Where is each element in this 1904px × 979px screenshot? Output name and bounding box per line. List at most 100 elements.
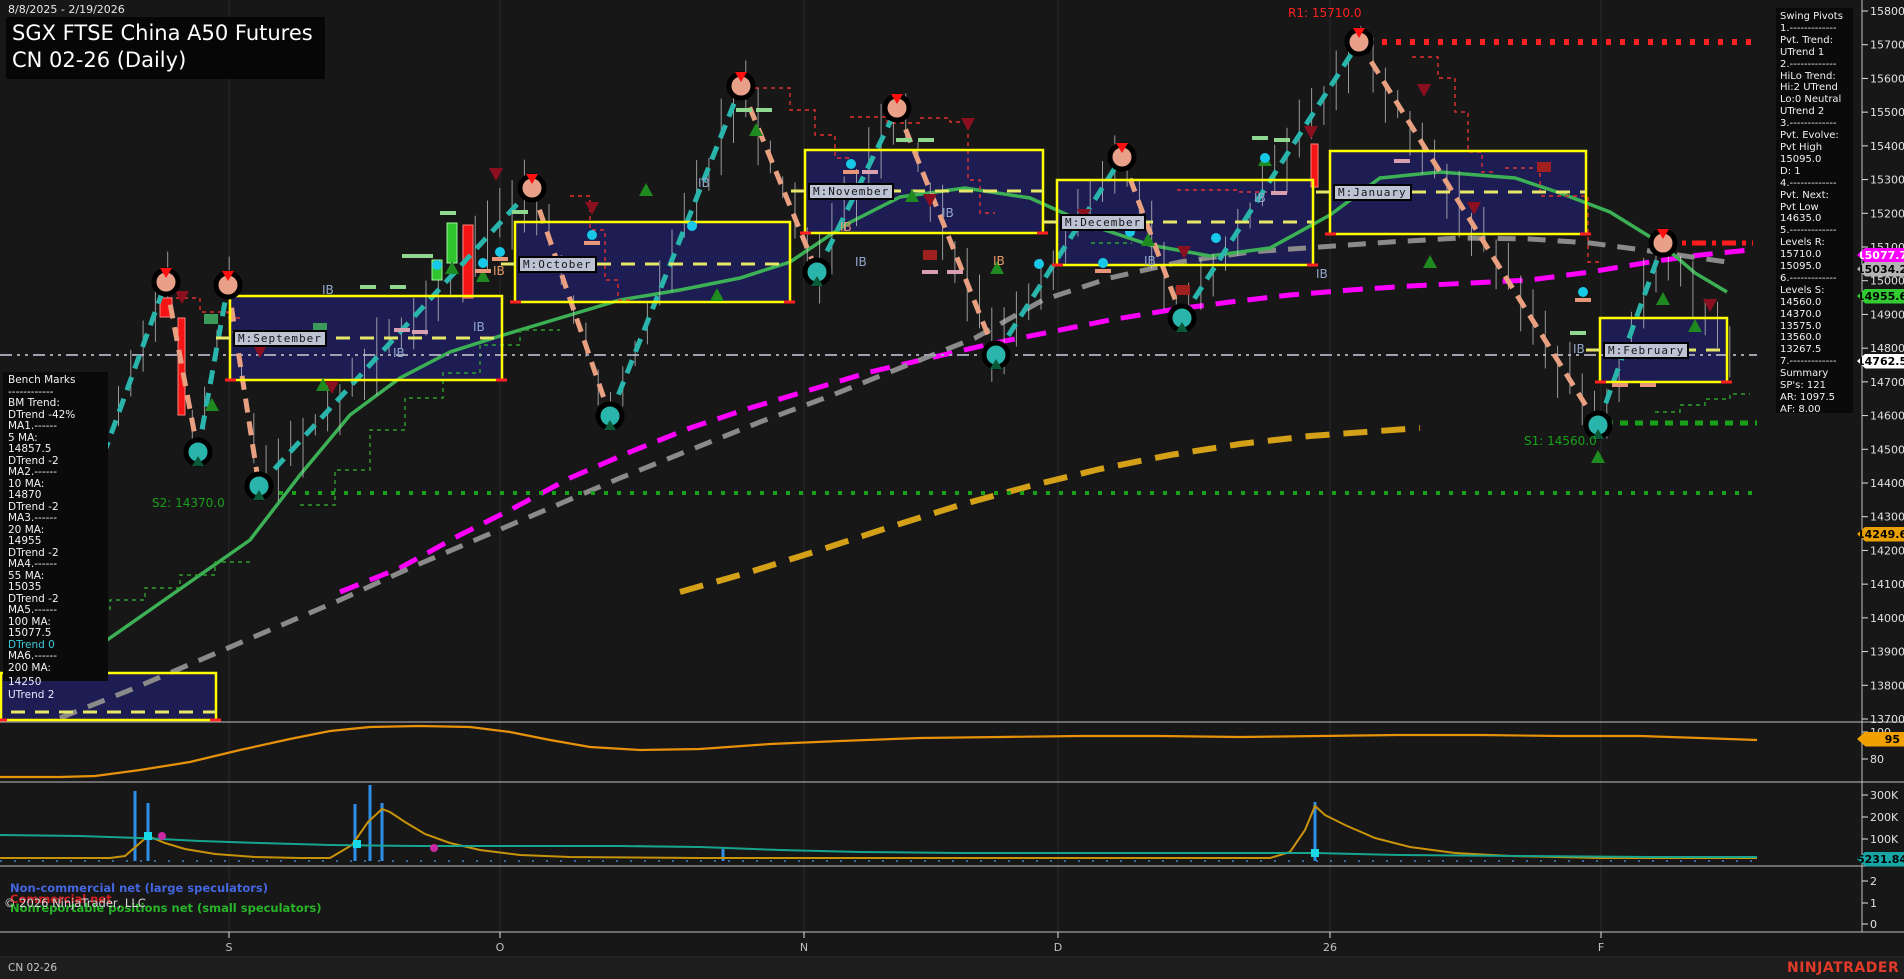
bench-marks-row: MA3.------ xyxy=(8,512,57,524)
ib-label: IB xyxy=(322,283,334,297)
chart-title-line2: CN 02-26 (Daily) xyxy=(12,48,187,72)
down-arrow-marker xyxy=(1467,202,1481,215)
axis-price-badge: 95 xyxy=(1857,731,1904,747)
swing-pivots-row: Pvt Low xyxy=(1780,201,1819,213)
bench-marks-row: 15077.5 xyxy=(8,627,52,639)
resistance-r1-label: R1: 15710.0 xyxy=(1288,6,1362,20)
swing-pivots-row: UTrend 2 xyxy=(1780,106,1825,118)
swing-pivots-row: Swing Pivots xyxy=(1780,11,1843,22)
swing-up-line xyxy=(77,281,169,521)
oscillator-line xyxy=(0,724,1758,779)
bench-marks-row: DTrend -2 xyxy=(8,546,59,559)
price-axis-label: 13800.0 xyxy=(1870,679,1904,692)
swing-pivots-row: 15095.0 xyxy=(1780,153,1822,165)
swing-high-arrow-icon xyxy=(1116,143,1128,153)
ib-label: IB xyxy=(1573,342,1585,356)
tab-cn-02-26[interactable]: CN 02-26 xyxy=(8,962,58,974)
swing-pivots-row: Pvt. Trend: xyxy=(1780,34,1833,46)
up-arrow-marker xyxy=(1141,233,1155,246)
panel-axis-label: 80 xyxy=(1870,753,1884,766)
month-range-box xyxy=(513,220,792,304)
legend-noncommercial: Non-commercial net (large speculators) xyxy=(10,881,269,895)
price-axis-label: 15500.0 xyxy=(1870,106,1904,119)
bench-marks-row: 5 MA: xyxy=(8,431,38,444)
cyan-dot-marker xyxy=(1098,258,1108,268)
swing-pivots-row: 14370.0 xyxy=(1780,308,1822,320)
magenta-dot-marker xyxy=(430,844,438,852)
month-label-december[interactable]: M:December xyxy=(1060,214,1147,231)
swing-pivots-row: 6.------------- xyxy=(1780,272,1837,284)
swing-down-line xyxy=(1356,40,1601,427)
red-square-marker xyxy=(1537,162,1551,172)
panel-axis-label: 1 xyxy=(1870,897,1877,910)
down-arrow-marker xyxy=(253,345,267,358)
swing-pivots-row: SP's: 121 xyxy=(1780,380,1826,392)
price-axis-label: 13700.0 xyxy=(1870,713,1904,726)
ib-label: IB xyxy=(698,176,710,190)
swing-pivots-row: 15095.0 xyxy=(1780,261,1822,273)
swing-down-line xyxy=(163,281,201,453)
bench-marks-panel: Bench Marks ------------ BM Trend: DTrend -… xyxy=(3,372,108,681)
ma-55-line xyxy=(59,235,1728,721)
red-trail-line xyxy=(755,87,852,159)
red-trail-line xyxy=(1505,167,1600,263)
month-label-november[interactable]: M:November xyxy=(808,183,895,200)
up-arrow-marker xyxy=(710,288,724,301)
red-square-marker xyxy=(923,250,937,260)
price-axis-label: 14500.0 xyxy=(1870,443,1904,456)
up-arrow-marker xyxy=(476,269,490,282)
panel-axis-label: 100K xyxy=(1870,833,1899,846)
swing-pivots-row: 2.------------- xyxy=(1780,58,1837,70)
month-label-february[interactable]: M:February xyxy=(1603,342,1690,359)
ib-label: IB xyxy=(493,264,505,278)
price-axis-label: 15700.0 xyxy=(1870,39,1904,52)
price-axis-label: 14300.0 xyxy=(1870,511,1904,524)
swing-pivots-row: 7.------------- xyxy=(1780,356,1837,368)
month-label-october[interactable]: M:October xyxy=(518,256,597,273)
swing-pivots-row: 14560.0 xyxy=(1780,296,1822,308)
month-label-september[interactable]: M:September xyxy=(233,330,327,347)
swing-up-line xyxy=(993,155,1125,357)
green-square-marker xyxy=(313,323,327,333)
magenta-dot-marker xyxy=(158,832,166,840)
up-arrow-marker xyxy=(205,398,219,411)
price-axis-label: 14400.0 xyxy=(1870,477,1904,490)
bench-marks-row: MA1.------ xyxy=(8,420,57,432)
cyan-square-marker xyxy=(353,840,361,848)
down-arrow-marker xyxy=(175,291,189,304)
swing-down-line xyxy=(738,85,820,273)
swing-up-line xyxy=(195,284,231,453)
panel-axis-label: 300K xyxy=(1870,789,1899,802)
axis-price-badge: 14762.5 xyxy=(1857,353,1904,369)
cyan-dot-marker xyxy=(687,221,697,231)
swing-pivots-row: 1.------------- xyxy=(1780,22,1837,34)
swing-high-arrow-icon xyxy=(526,174,538,184)
swing-pivots-row: Pvt. Next: xyxy=(1780,189,1829,201)
chart-title-line1: SGX FTSE China A50 Futures xyxy=(12,21,313,45)
cyan-dot-marker xyxy=(1034,259,1044,269)
up-arrow-marker xyxy=(316,378,330,391)
down-candle xyxy=(1310,143,1319,188)
ib-label: IB xyxy=(942,206,954,220)
bench-marks-row: DTrend -42% xyxy=(8,408,76,421)
swing-pivots-row: Lo:0 Neutral xyxy=(1780,94,1842,106)
swing-pivots-row: Summary xyxy=(1780,368,1829,380)
swing-pivots-panel: Swing Pivots 1.------------- Pvt. Trend: UT… xyxy=(1776,8,1853,415)
swing-high-arrow-icon xyxy=(735,72,747,82)
bench-marks-row: 55 MA: xyxy=(8,569,45,582)
price-axis-label: 15200.0 xyxy=(1870,207,1904,220)
swing-up-line xyxy=(814,106,900,274)
x-axis-label: S xyxy=(226,941,233,954)
swing-pivots-row: D: 1 xyxy=(1780,165,1801,177)
month-label-january[interactable]: M:January xyxy=(1333,184,1412,201)
price-axis-label: 15300.0 xyxy=(1870,174,1904,187)
cyan-square-marker xyxy=(1311,849,1319,857)
bench-marks-row: 15035 xyxy=(8,581,42,593)
up-arrow-marker xyxy=(1656,292,1670,305)
bench-marks-row: DTrend -2 xyxy=(8,592,59,605)
bench-marks-200ma-trend: UTrend 2 xyxy=(8,689,55,701)
down-arrow-marker xyxy=(1177,246,1191,259)
green-square-marker xyxy=(204,314,218,324)
swing-high-arrow-icon xyxy=(1353,28,1365,38)
